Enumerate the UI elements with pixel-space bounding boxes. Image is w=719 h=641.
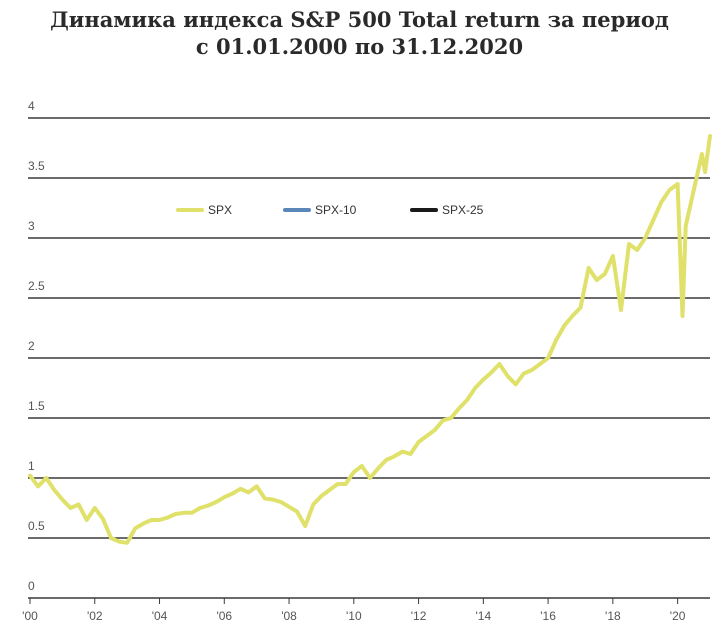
- y-tick-label: 2.5: [28, 279, 45, 293]
- x-tick-label: '20: [670, 609, 686, 623]
- x-tick-label: '10: [346, 609, 362, 623]
- y-tick-label: 4: [28, 99, 35, 113]
- legend: SPX SPX-10 SPX-25: [176, 203, 484, 217]
- y-tick-label: 1.5: [28, 399, 45, 413]
- x-tick-label: '12: [411, 609, 427, 623]
- x-tick-label: '16: [540, 609, 556, 623]
- x-tick-label: '02: [87, 609, 103, 623]
- x-tick-label: '14: [476, 609, 492, 623]
- y-tick-label: 1: [28, 459, 35, 473]
- y-tick-label: 2: [28, 339, 35, 353]
- y-tick-label: 3.5: [28, 159, 45, 173]
- series-line-spx: [28, 134, 712, 545]
- chart-title-block: Динамика индекса S&P 500 Total return за…: [0, 6, 719, 60]
- y-tick-label: 0.5: [28, 519, 45, 533]
- x-tick-label: '18: [605, 609, 621, 623]
- chart-title: Динамика индекса S&P 500 Total return за…: [50, 7, 669, 32]
- x-tick-label: '06: [216, 609, 232, 623]
- y-tick-label: 0: [28, 579, 35, 593]
- x-tick-label: '04: [152, 609, 168, 623]
- x-tick-layer: '00 '02 '04 '06 '08 '10 '12 '14 '16 '18 '20: [22, 598, 686, 623]
- grid-layer: 0 0.5 1 1.5 2 2.5 3 3.5 4: [28, 99, 710, 599]
- series-layer: [28, 134, 712, 545]
- legend-label-spx: SPX: [208, 203, 232, 217]
- legend-label-spx-25: SPX-25: [442, 203, 484, 217]
- chart-subtitle: с 01.01.2000 по 31.12.2020: [195, 34, 524, 59]
- x-tick-label: '08: [281, 609, 297, 623]
- x-tick-label: '00: [22, 609, 38, 623]
- y-tick-label: 3: [28, 219, 35, 233]
- legend-label-spx-10: SPX-10: [315, 203, 357, 217]
